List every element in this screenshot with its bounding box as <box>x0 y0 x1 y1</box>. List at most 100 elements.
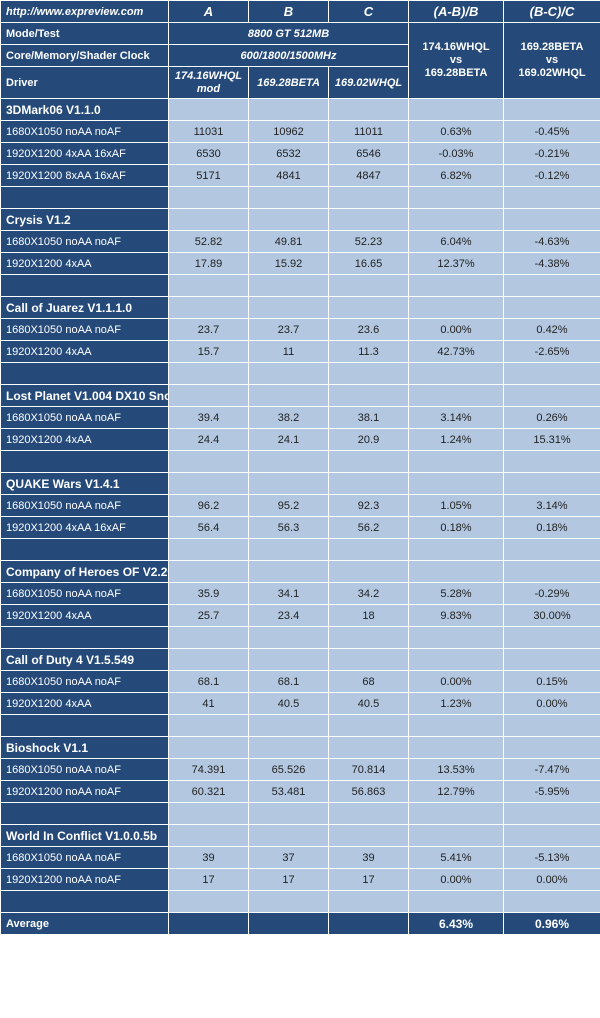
empty-cell <box>248 714 329 737</box>
empty-cell <box>503 384 600 407</box>
empty-cell <box>168 560 249 583</box>
empty-cell <box>248 538 329 561</box>
empty-cell <box>168 890 249 913</box>
value-c: 18 <box>328 604 409 627</box>
value-ab: 1.24% <box>408 428 504 451</box>
value-a: 5171 <box>168 164 249 187</box>
mode-row: Mode/Test 8800 GT 512MB 174.16WHQL vs 169.… <box>0 22 600 99</box>
value-a: 17.89 <box>168 252 249 275</box>
empty-cell <box>503 362 600 385</box>
test-label: 1680X1050 noAA noAF <box>0 670 169 693</box>
value-bc: -0.45% <box>503 120 600 143</box>
test-label: 1680X1050 noAA noAF <box>0 406 169 429</box>
value-ab: 0.63% <box>408 120 504 143</box>
section-title: Crysis V1.2 <box>0 208 169 231</box>
clock-value: 600/1800/1500MHz <box>168 44 409 67</box>
spacer-row <box>0 362 600 385</box>
value-a: 23.7 <box>168 318 249 341</box>
spacer-row <box>0 450 600 473</box>
value-bc: 0.26% <box>503 406 600 429</box>
section-title: 3DMark06 V1.1.0 <box>0 98 169 121</box>
value-ab: 9.83% <box>408 604 504 627</box>
empty-cell <box>503 208 600 231</box>
empty-cell <box>248 736 329 759</box>
spacer-label <box>0 890 169 913</box>
value-b: 6532 <box>248 142 329 165</box>
spacer-row <box>0 714 600 737</box>
value-ab: 42.73% <box>408 340 504 363</box>
empty-cell <box>503 890 600 913</box>
empty-cell <box>408 450 504 473</box>
spacer-row <box>0 186 600 209</box>
value-c: 20.9 <box>328 428 409 451</box>
mode-label: Mode/Test <box>0 22 169 45</box>
empty-cell <box>248 186 329 209</box>
empty-cell <box>168 472 249 495</box>
section-title: Bioshock V1.1 <box>0 736 169 759</box>
value-b: 37 <box>248 846 329 869</box>
empty-cell <box>408 472 504 495</box>
value-c: 16.65 <box>328 252 409 275</box>
driver-c: 169.02WHQL <box>328 66 409 99</box>
col-e-header: (B-C)/C <box>503 0 600 23</box>
value-b: 15.92 <box>248 252 329 275</box>
value-bc: 0.00% <box>503 868 600 891</box>
table-row: 1680X1050 noAA noAF 35.9 34.1 34.2 5.28% -0.2… <box>0 582 600 605</box>
clock-row: Core/Memory/Shader Clock 600/1800/1500MH… <box>0 44 600 67</box>
table-row: 1920X1200 noAA noAF 60.321 53.481 56.863 12.… <box>0 780 600 803</box>
value-bc: 30.00% <box>503 604 600 627</box>
value-c: 38.1 <box>328 406 409 429</box>
empty-cell <box>503 736 600 759</box>
empty-cell <box>408 362 504 385</box>
table-row: 1680X1050 noAA noAF 23.7 23.7 23.6 0.00% 0.42… <box>0 318 600 341</box>
value-a: 60.321 <box>168 780 249 803</box>
table-row: 1920X1200 8xAA 16xAF 5171 4841 4847 6.82% -0.… <box>0 164 600 187</box>
comparison-driver-new: 169.28BETA <box>520 41 584 53</box>
value-a: 96.2 <box>168 494 249 517</box>
empty-cell <box>328 384 409 407</box>
table-row: 1920X1200 4xAA 16xAF 6530 6532 6546 -0.03% -0… <box>0 142 600 165</box>
empty-cell <box>328 714 409 737</box>
table-row: 1680X1050 noAA noAF 96.2 95.2 92.3 1.05% 3.14… <box>0 494 600 517</box>
spacer-row <box>0 802 600 825</box>
value-ab: 6.04% <box>408 230 504 253</box>
empty-cell <box>408 714 504 737</box>
spacer-row <box>0 626 600 649</box>
value-ab: 5.28% <box>408 582 504 605</box>
comparison-driver-old: 169.28BETA <box>424 67 488 79</box>
comparison-ab: 174.16WHQL vs 169.28BETA <box>408 22 504 99</box>
section-title: World In Conflict V1.0.0.5b <box>0 824 169 847</box>
value-ab: 12.37% <box>408 252 504 275</box>
value-c: 34.2 <box>328 582 409 605</box>
empty-cell <box>503 538 600 561</box>
benchmark-table: http://www.expreview.com A B C (A-B)/B (… <box>0 0 600 935</box>
section-title: Company of Heroes OF V2.201.0 <box>0 560 169 583</box>
section-title-row: World In Conflict V1.0.0.5b <box>0 824 600 847</box>
spacer-label <box>0 802 169 825</box>
empty-cell <box>328 274 409 297</box>
section-title: Call of Duty 4 V1.5.549 <box>0 648 169 671</box>
empty-cell <box>248 472 329 495</box>
empty-cell <box>328 472 409 495</box>
driver-label: Driver <box>0 66 169 99</box>
test-label: 1680X1050 noAA noAF <box>0 758 169 781</box>
empty-cell <box>248 362 329 385</box>
empty-cell <box>328 186 409 209</box>
empty-cell <box>168 186 249 209</box>
value-bc: 15.31% <box>503 428 600 451</box>
empty-cell <box>168 824 249 847</box>
test-label: 1920X1200 4xAA <box>0 340 169 363</box>
value-c: 92.3 <box>328 494 409 517</box>
value-c: 56.863 <box>328 780 409 803</box>
test-label: 1920X1200 4xAA <box>0 252 169 275</box>
table-row: 1680X1050 noAA noAF 74.391 65.526 70.814 13.… <box>0 758 600 781</box>
table-row: 1680X1050 noAA noAF 68.1 68.1 68 0.00% 0.15% <box>0 670 600 693</box>
value-bc: -4.63% <box>503 230 600 253</box>
table-row: 1920X1200 4xAA 15.7 11 11.3 42.73% -2.65% <box>0 340 600 363</box>
value-bc: -7.47% <box>503 758 600 781</box>
empty-cell <box>248 384 329 407</box>
value-c: 11.3 <box>328 340 409 363</box>
value-a: 52.82 <box>168 230 249 253</box>
table-row: 1920X1200 4xAA 17.89 15.92 16.65 12.37% -4.38… <box>0 252 600 275</box>
section-title-row: Lost Planet V1.004 DX10 Snow <box>0 384 600 407</box>
